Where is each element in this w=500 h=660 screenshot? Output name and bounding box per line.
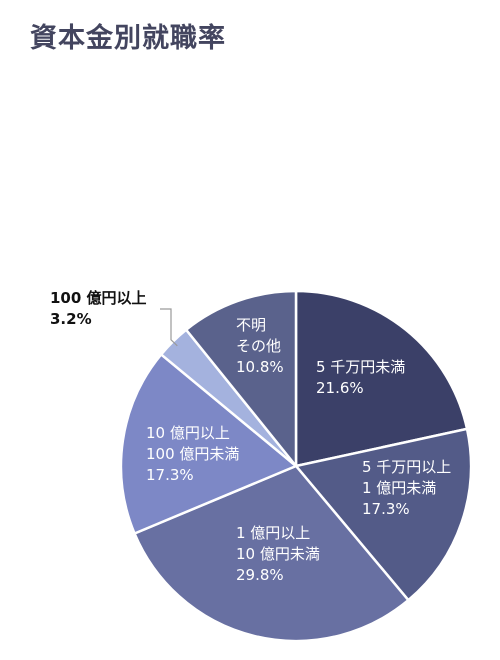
slice-name-label: 5 千万円以上 <box>362 458 451 476</box>
slice-label-2: 5 千万円以上 1 億円未満 17.3% <box>362 458 451 518</box>
slice-name-label: 10 億円以上 <box>146 424 230 442</box>
pie-slice-4 <box>119 353 298 535</box>
slice-value-label: 21.6% <box>316 379 364 397</box>
pie-slice-1 <box>294 289 469 468</box>
chart-title: 資本金別就職率 <box>30 23 226 54</box>
slice-label-5: 100 億円以上 3.2% <box>50 289 147 328</box>
slice-name-label: 不明 <box>236 316 266 334</box>
slice-value-label: 3.2% <box>50 310 92 328</box>
slice-name-label: 1 億円以上 <box>236 524 310 542</box>
slice-value-label: 29.8% <box>236 566 284 584</box>
leader-line <box>160 308 178 347</box>
slice-label-1: 5 千万円未満 21.6% <box>316 358 405 397</box>
slice-label-3: 1 億円以上 10 億円未満 29.8% <box>236 524 320 584</box>
slice-label-6: 不明その他 10.8% <box>236 316 284 376</box>
slice-name-label: 100 億円未満 <box>146 445 239 463</box>
pie-slice-3 <box>133 464 410 643</box>
slice-name-label: 100 億円以上 <box>50 289 147 307</box>
pie-labels: 5 千万円未満 21.6% 5 千万円以上 1 億円未満 17.3% 1 億円以上 10 億… <box>50 289 451 584</box>
slice-name-label: 10 億円未満 <box>236 545 320 563</box>
slice-name-label: 1 億円未満 <box>362 479 436 497</box>
slice-label-4: 10 億円以上 100 億円未満 17.3% <box>146 424 239 484</box>
slice-value-label: 10.8% <box>236 358 284 376</box>
pie-slice-2 <box>294 427 473 602</box>
slice-name-label: 5 千万円未満 <box>316 358 405 376</box>
pie-slice-6 <box>184 289 298 468</box>
slice-value-label: 17.3% <box>146 466 194 484</box>
slice-value-label: 17.3% <box>362 500 410 518</box>
pie-slices <box>119 289 473 643</box>
slice-name-label: その他 <box>236 337 281 355</box>
